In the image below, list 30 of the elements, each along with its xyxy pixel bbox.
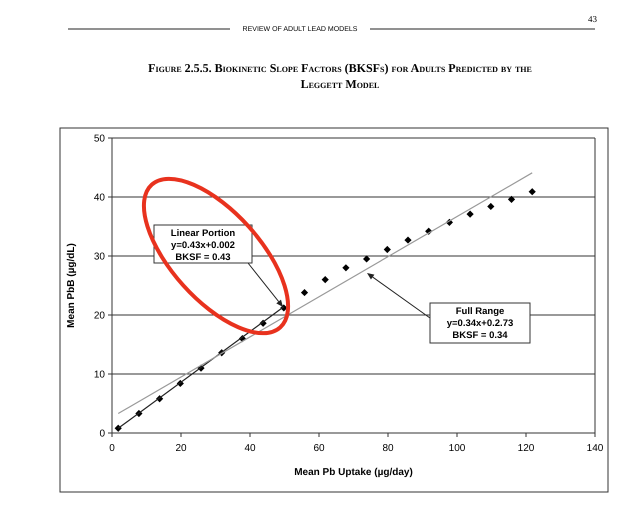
y-tick-label: 40 (94, 192, 106, 204)
x-tick-label: 140 (586, 443, 604, 454)
y-axis-title: Mean PbB (µg/dL) (66, 243, 77, 328)
point (342, 264, 350, 272)
y-tick-label: 10 (94, 370, 106, 380)
x-tick-label: 100 (448, 443, 466, 454)
y-tick-label: 50 (94, 134, 106, 144)
y-tick-label: 20 (94, 310, 106, 322)
annotation: Full Range y=0.34x+0.2.73 BKSF = 0.34 (446, 306, 514, 341)
y-tick-label: 0 (99, 428, 106, 440)
x-tick-label: 80 (382, 443, 394, 454)
point (528, 188, 536, 196)
point (508, 196, 516, 203)
x-tick-label: 40 (244, 443, 256, 454)
annotation: Linear Portion y=0.43x+0.002 BKSF = 0.43 (170, 228, 236, 263)
point (466, 210, 474, 218)
x-axis-title: Mean Pb Uptake (µg/day) (294, 467, 413, 478)
point (322, 276, 329, 284)
y-tick-label: 30 (94, 252, 106, 262)
x-tick-label: 0 (109, 443, 116, 454)
point (487, 202, 494, 210)
x-tick-label: 120 (518, 443, 535, 454)
text: 43 (588, 14, 598, 24)
x-tick-label: 60 (313, 443, 325, 454)
point (404, 236, 412, 244)
point (363, 255, 370, 263)
x-tick-label: 20 (175, 443, 187, 454)
chart-title: Figure 2.5.5. Biokinetic Slope Factors (BKSFs) for Adults Predicted by the Leggett Model (148, 61, 532, 91)
point (300, 288, 308, 296)
point (384, 246, 391, 254)
